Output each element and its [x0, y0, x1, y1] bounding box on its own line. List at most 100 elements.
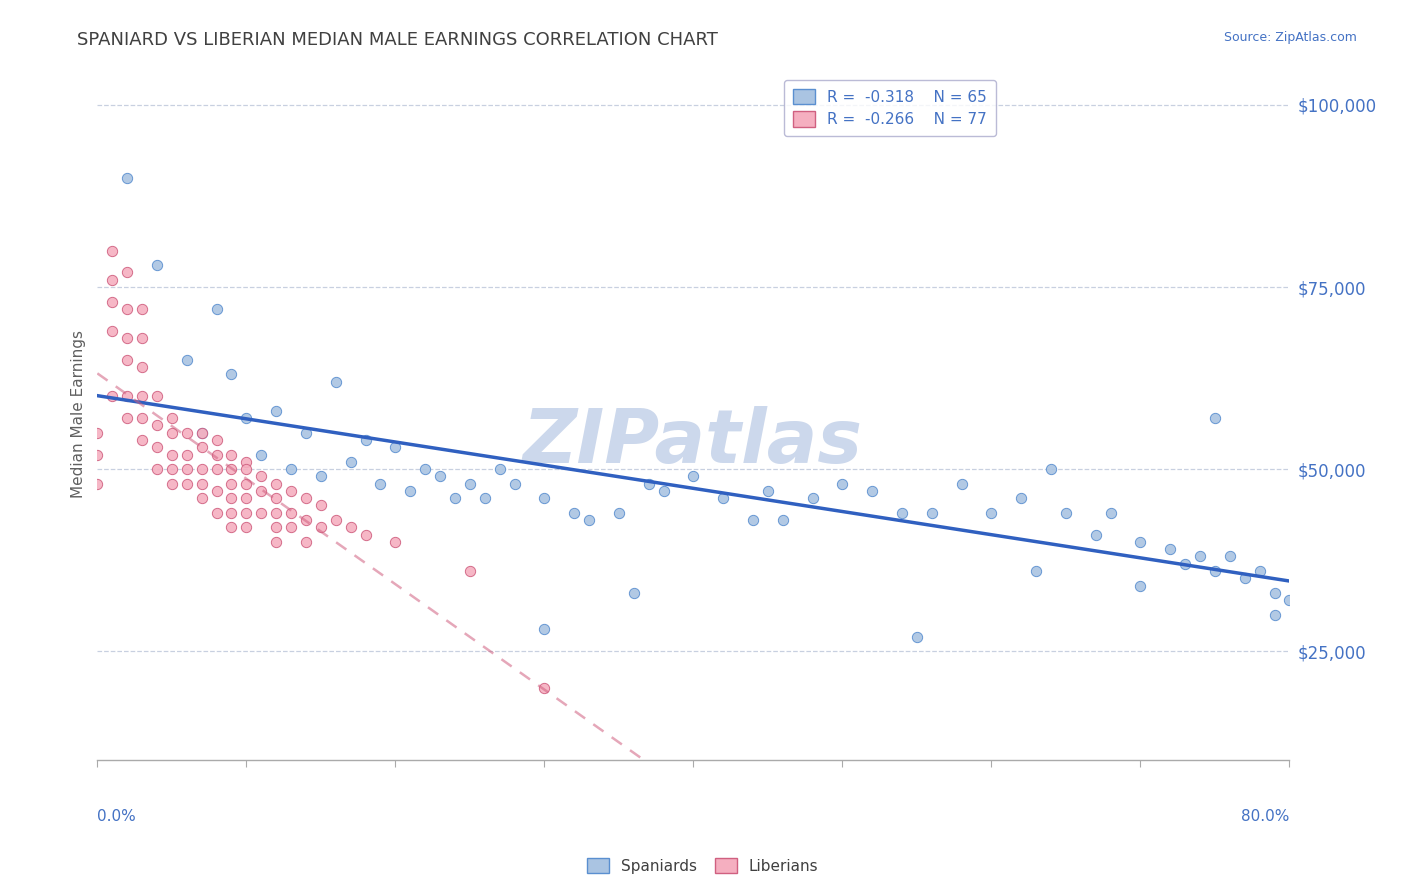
Point [339, 455, 361, 469]
Point [176, 476, 198, 491]
Point [756, 483, 779, 498]
Point [533, 491, 555, 506]
Point [503, 476, 526, 491]
Point [474, 491, 496, 506]
Point [176, 425, 198, 440]
Point [235, 455, 257, 469]
Point [637, 476, 659, 491]
Point [235, 491, 257, 506]
Point [309, 469, 332, 483]
Point [205, 483, 228, 498]
Point [1204, 411, 1226, 425]
Point [235, 411, 257, 425]
Point [458, 564, 481, 578]
Point [354, 527, 377, 541]
Point [325, 513, 347, 527]
Legend: Spaniards, Liberians: Spaniards, Liberians [581, 852, 825, 880]
Point [190, 491, 212, 506]
Point [1264, 607, 1286, 622]
Point [146, 389, 169, 403]
Point [221, 476, 243, 491]
Point [711, 491, 734, 506]
Point [160, 448, 183, 462]
Point [101, 324, 124, 338]
Point [295, 513, 318, 527]
Point [101, 273, 124, 287]
Point [146, 418, 169, 433]
Point [160, 425, 183, 440]
Point [1204, 564, 1226, 578]
Point [1084, 527, 1107, 541]
Point [309, 520, 332, 534]
Point [578, 513, 600, 527]
Point [309, 499, 332, 513]
Point [176, 448, 198, 462]
Point [682, 469, 704, 483]
Point [221, 506, 243, 520]
Point [146, 258, 169, 272]
Point [295, 535, 318, 549]
Point [1159, 542, 1181, 557]
Point [831, 476, 853, 491]
Point [115, 170, 138, 185]
Point [429, 469, 451, 483]
Point [235, 520, 257, 534]
Point [264, 535, 287, 549]
Point [1249, 564, 1271, 578]
Point [221, 368, 243, 382]
Point [235, 476, 257, 491]
Legend: R =  -0.318    N = 65, R =  -0.266    N = 77: R = -0.318 N = 65, R = -0.266 N = 77 [785, 79, 995, 136]
Point [86, 476, 108, 491]
Point [280, 462, 302, 476]
Point [280, 483, 302, 498]
Point [280, 506, 302, 520]
Point [623, 586, 645, 600]
Point [370, 476, 392, 491]
Point [250, 506, 273, 520]
Point [221, 462, 243, 476]
Point [115, 352, 138, 367]
Point [950, 476, 973, 491]
Point [1278, 593, 1301, 607]
Point [295, 425, 318, 440]
Point [458, 476, 481, 491]
Point [131, 360, 153, 375]
Point [235, 462, 257, 476]
Point [235, 506, 257, 520]
Point [176, 462, 198, 476]
Point [205, 448, 228, 462]
Point [146, 462, 169, 476]
Point [264, 491, 287, 506]
Point [1025, 564, 1047, 578]
Point [1054, 506, 1077, 520]
Point [444, 491, 467, 506]
Point [652, 483, 675, 498]
Point [250, 448, 273, 462]
Point [176, 352, 198, 367]
Point [1264, 586, 1286, 600]
Point [280, 520, 302, 534]
Point [742, 513, 765, 527]
Point [264, 506, 287, 520]
Point [1129, 579, 1152, 593]
Point [131, 411, 153, 425]
Point [295, 491, 318, 506]
Point [160, 476, 183, 491]
Point [801, 491, 824, 506]
Point [1099, 506, 1122, 520]
Point [250, 469, 273, 483]
Point [264, 520, 287, 534]
Point [221, 520, 243, 534]
Point [115, 301, 138, 316]
Point [384, 440, 406, 454]
Point [1010, 491, 1032, 506]
Point [205, 506, 228, 520]
Point [891, 506, 914, 520]
Point [190, 425, 212, 440]
Point [131, 301, 153, 316]
Point [101, 294, 124, 309]
Point [190, 440, 212, 454]
Point [413, 462, 436, 476]
Point [533, 623, 555, 637]
Point [86, 425, 108, 440]
